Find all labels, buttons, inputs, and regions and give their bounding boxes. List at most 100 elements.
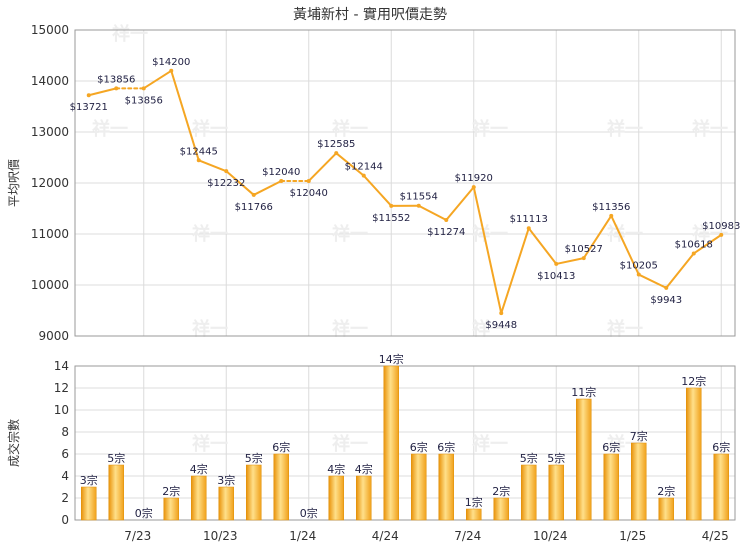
transactions-x-tick: 10/24 bbox=[533, 529, 568, 543]
price-line-segment bbox=[87, 87, 118, 97]
price-point bbox=[581, 256, 586, 261]
price-line-segment bbox=[637, 273, 668, 289]
price-line-segment bbox=[582, 214, 613, 260]
transactions-bar bbox=[273, 453, 289, 521]
watermark-text: 祥一 bbox=[472, 433, 508, 455]
price-y-tick: 13000 bbox=[31, 125, 69, 139]
transactions-data-label: 14宗 bbox=[379, 352, 404, 366]
price-data-label: $11766 bbox=[235, 202, 273, 213]
watermark-text: 祥一 bbox=[472, 318, 508, 340]
price-y-axis-label: 平均呎價 bbox=[7, 159, 21, 207]
watermark-text: 祥一 bbox=[692, 118, 728, 140]
watermark-text: 祥一 bbox=[332, 223, 368, 245]
transactions-bar bbox=[383, 365, 399, 521]
price-line-layer bbox=[87, 69, 723, 315]
price-data-label: $12040 bbox=[262, 167, 300, 178]
price-data-label: $11113 bbox=[510, 214, 548, 225]
transactions-data-label: 6宗 bbox=[602, 440, 620, 454]
price-point bbox=[471, 185, 476, 190]
price-data-label: $12040 bbox=[290, 188, 328, 199]
price-plot-frame bbox=[74, 29, 736, 337]
transactions-bar bbox=[576, 398, 592, 521]
transactions-data-label: 2宗 bbox=[162, 484, 180, 498]
price-point bbox=[554, 261, 559, 266]
watermark-text: 祥一 bbox=[472, 223, 508, 245]
price-data-label: $12445 bbox=[180, 146, 218, 157]
transactions-bar bbox=[356, 475, 372, 521]
transactions-x-tick: 7/24 bbox=[454, 529, 481, 543]
transactions-bars bbox=[81, 365, 729, 521]
price-y-tick: 10000 bbox=[31, 278, 69, 292]
price-point bbox=[664, 285, 669, 290]
watermark-text: 祥一 bbox=[192, 223, 228, 245]
transactions-data-label: 5宗 bbox=[245, 451, 263, 465]
watermark-text: 祥一 bbox=[692, 223, 728, 245]
price-point bbox=[636, 272, 641, 277]
price-point bbox=[224, 169, 229, 174]
transactions-x-tick: 1/24 bbox=[289, 529, 316, 543]
transactions-data-label: 5宗 bbox=[520, 451, 538, 465]
price-line-segment bbox=[555, 257, 585, 265]
watermark-text: 祥一 bbox=[112, 23, 148, 45]
transactions-bar bbox=[521, 464, 537, 521]
price-y-ticks: 9000 10000 11000 12000 13000 14000 15000 bbox=[31, 23, 69, 343]
transactions-bar bbox=[411, 453, 427, 521]
transactions-watermarks: 祥一 祥一 祥一 祥一 bbox=[192, 433, 643, 455]
transactions-bar bbox=[603, 453, 619, 521]
price-y-tick: 9000 bbox=[38, 329, 69, 343]
price-line-segment bbox=[307, 152, 338, 182]
price-data-label: $13856 bbox=[125, 95, 163, 106]
price-line-segment bbox=[610, 214, 640, 276]
transactions-data-label: 2宗 bbox=[657, 484, 675, 498]
transactions-x-tick: 4/25 bbox=[702, 529, 729, 543]
transactions-plot-frame bbox=[74, 365, 736, 521]
price-line-segment bbox=[692, 233, 723, 255]
transactions-y-tick: 0 bbox=[61, 513, 69, 527]
watermark-text: 祥一 bbox=[472, 118, 508, 140]
transactions-data-label: 4宗 bbox=[190, 462, 208, 476]
price-data-label: $12232 bbox=[207, 178, 245, 189]
chart-title: 黃埔新村 - 實用呎價走勢 bbox=[293, 6, 447, 23]
price-line-segment bbox=[170, 69, 200, 162]
price-data-label: $14200 bbox=[152, 57, 190, 68]
price-line-segment bbox=[665, 252, 695, 289]
price-line-segment bbox=[362, 174, 393, 207]
price-point bbox=[114, 86, 119, 91]
price-data-label: $11552 bbox=[372, 213, 410, 224]
price-point bbox=[279, 178, 284, 183]
price-line-segment bbox=[527, 227, 558, 265]
price-data-label: $11356 bbox=[592, 202, 630, 213]
price-data-label: $12144 bbox=[345, 162, 383, 173]
price-data-label: $12585 bbox=[317, 139, 355, 150]
price-point bbox=[389, 203, 394, 208]
watermark-text: 祥一 bbox=[607, 318, 643, 340]
price-point bbox=[526, 226, 531, 231]
price-point bbox=[444, 218, 449, 223]
watermark-text: 祥一 bbox=[607, 118, 643, 140]
transactions-x-ticks: 7/23 10/23 1/24 4/24 7/24 10/24 1/25 4/25 bbox=[124, 529, 728, 543]
transactions-y-tick: 6 bbox=[61, 447, 69, 461]
price-data-label: $9943 bbox=[650, 295, 682, 306]
price-data-label: $10413 bbox=[537, 271, 575, 282]
transactions-bar bbox=[163, 497, 179, 521]
transactions-bar bbox=[466, 508, 482, 521]
price-y-tick: 15000 bbox=[31, 23, 69, 37]
transactions-bar bbox=[631, 442, 647, 521]
price-line-segment bbox=[472, 186, 503, 315]
price-line-segment bbox=[225, 170, 255, 196]
price-point bbox=[609, 213, 614, 218]
price-line-segment bbox=[445, 186, 475, 222]
price-grid bbox=[75, 30, 735, 336]
transactions-data-label: 6宗 bbox=[272, 440, 290, 454]
price-point bbox=[306, 178, 311, 183]
price-y-tick: 11000 bbox=[31, 227, 69, 241]
transactions-data-label: 12宗 bbox=[681, 374, 706, 388]
price-point bbox=[251, 192, 256, 197]
transactions-y-axis-label: 成交宗數 bbox=[6, 419, 21, 467]
price-point bbox=[196, 158, 201, 163]
watermark-text: 祥一 bbox=[607, 223, 643, 245]
transactions-data-label: 7宗 bbox=[630, 429, 648, 443]
